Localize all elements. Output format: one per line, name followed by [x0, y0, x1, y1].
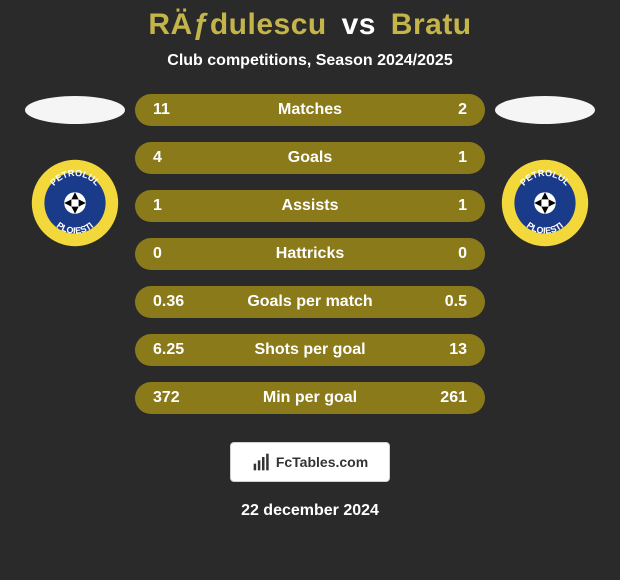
stat-right: 13 [427, 341, 467, 359]
left-player-column: PETROLUL PLOIESTI [15, 88, 135, 248]
right-player-column: PETROLUL PLOIESTI [485, 88, 605, 248]
date-line: 22 december 2024 [241, 502, 379, 520]
stat-right: 0.5 [427, 293, 467, 311]
stat-left: 1 [153, 197, 193, 215]
stat-row-min-per-goal: 372 Min per goal 261 [135, 382, 485, 414]
chart-icon [252, 452, 272, 472]
stat-right: 2 [427, 101, 467, 119]
stat-row-goals: 4 Goals 1 [135, 142, 485, 174]
stat-label: Matches [278, 101, 342, 119]
subtitle: Club competitions, Season 2024/2025 [167, 52, 452, 70]
stat-left: 0.36 [153, 293, 193, 311]
stat-right: 0 [427, 245, 467, 263]
stat-left: 11 [153, 101, 193, 119]
stat-row-goals-per-match: 0.36 Goals per match 0.5 [135, 286, 485, 318]
brand-text: FcTables.com [276, 454, 368, 470]
stats-column: 11 Matches 2 4 Goals 1 1 Assists 1 0 Hat… [135, 88, 485, 414]
stat-left: 372 [153, 389, 193, 407]
brand-box[interactable]: FcTables.com [230, 442, 390, 482]
stat-label: Goals per match [247, 293, 372, 311]
stat-row-matches: 11 Matches 2 [135, 94, 485, 126]
stat-left: 4 [153, 149, 193, 167]
player1-name: RÄƒdulescu [148, 8, 326, 41]
stat-left: 0 [153, 245, 193, 263]
stat-right: 1 [427, 149, 467, 167]
stat-right: 1 [427, 197, 467, 215]
player1-club-badge: PETROLUL PLOIESTI [30, 158, 120, 248]
stat-label: Shots per goal [254, 341, 365, 359]
stat-right: 261 [427, 389, 467, 407]
vs-separator: vs [342, 8, 376, 41]
stat-row-hattricks: 0 Hattricks 0 [135, 238, 485, 270]
stat-label: Hattricks [276, 245, 344, 263]
stat-left: 6.25 [153, 341, 193, 359]
comparison-card: RÄƒdulescu vs Bratu Club competitions, S… [0, 0, 620, 580]
stat-row-shots-per-goal: 6.25 Shots per goal 13 [135, 334, 485, 366]
page-title: RÄƒdulescu vs Bratu [148, 8, 471, 42]
stat-label: Goals [288, 149, 332, 167]
player2-photo [495, 96, 595, 124]
stat-label: Min per goal [263, 389, 357, 407]
player2-name: Bratu [391, 8, 472, 41]
stat-row-assists: 1 Assists 1 [135, 190, 485, 222]
stat-label: Assists [282, 197, 339, 215]
player2-club-badge: PETROLUL PLOIESTI [500, 158, 590, 248]
club-badge-icon: PETROLUL PLOIESTI [500, 158, 590, 248]
club-badge-icon: PETROLUL PLOIESTI [30, 158, 120, 248]
main-row: PETROLUL PLOIESTI 11 Matches 2 4 Goals 1… [0, 88, 620, 414]
player1-photo [25, 96, 125, 124]
